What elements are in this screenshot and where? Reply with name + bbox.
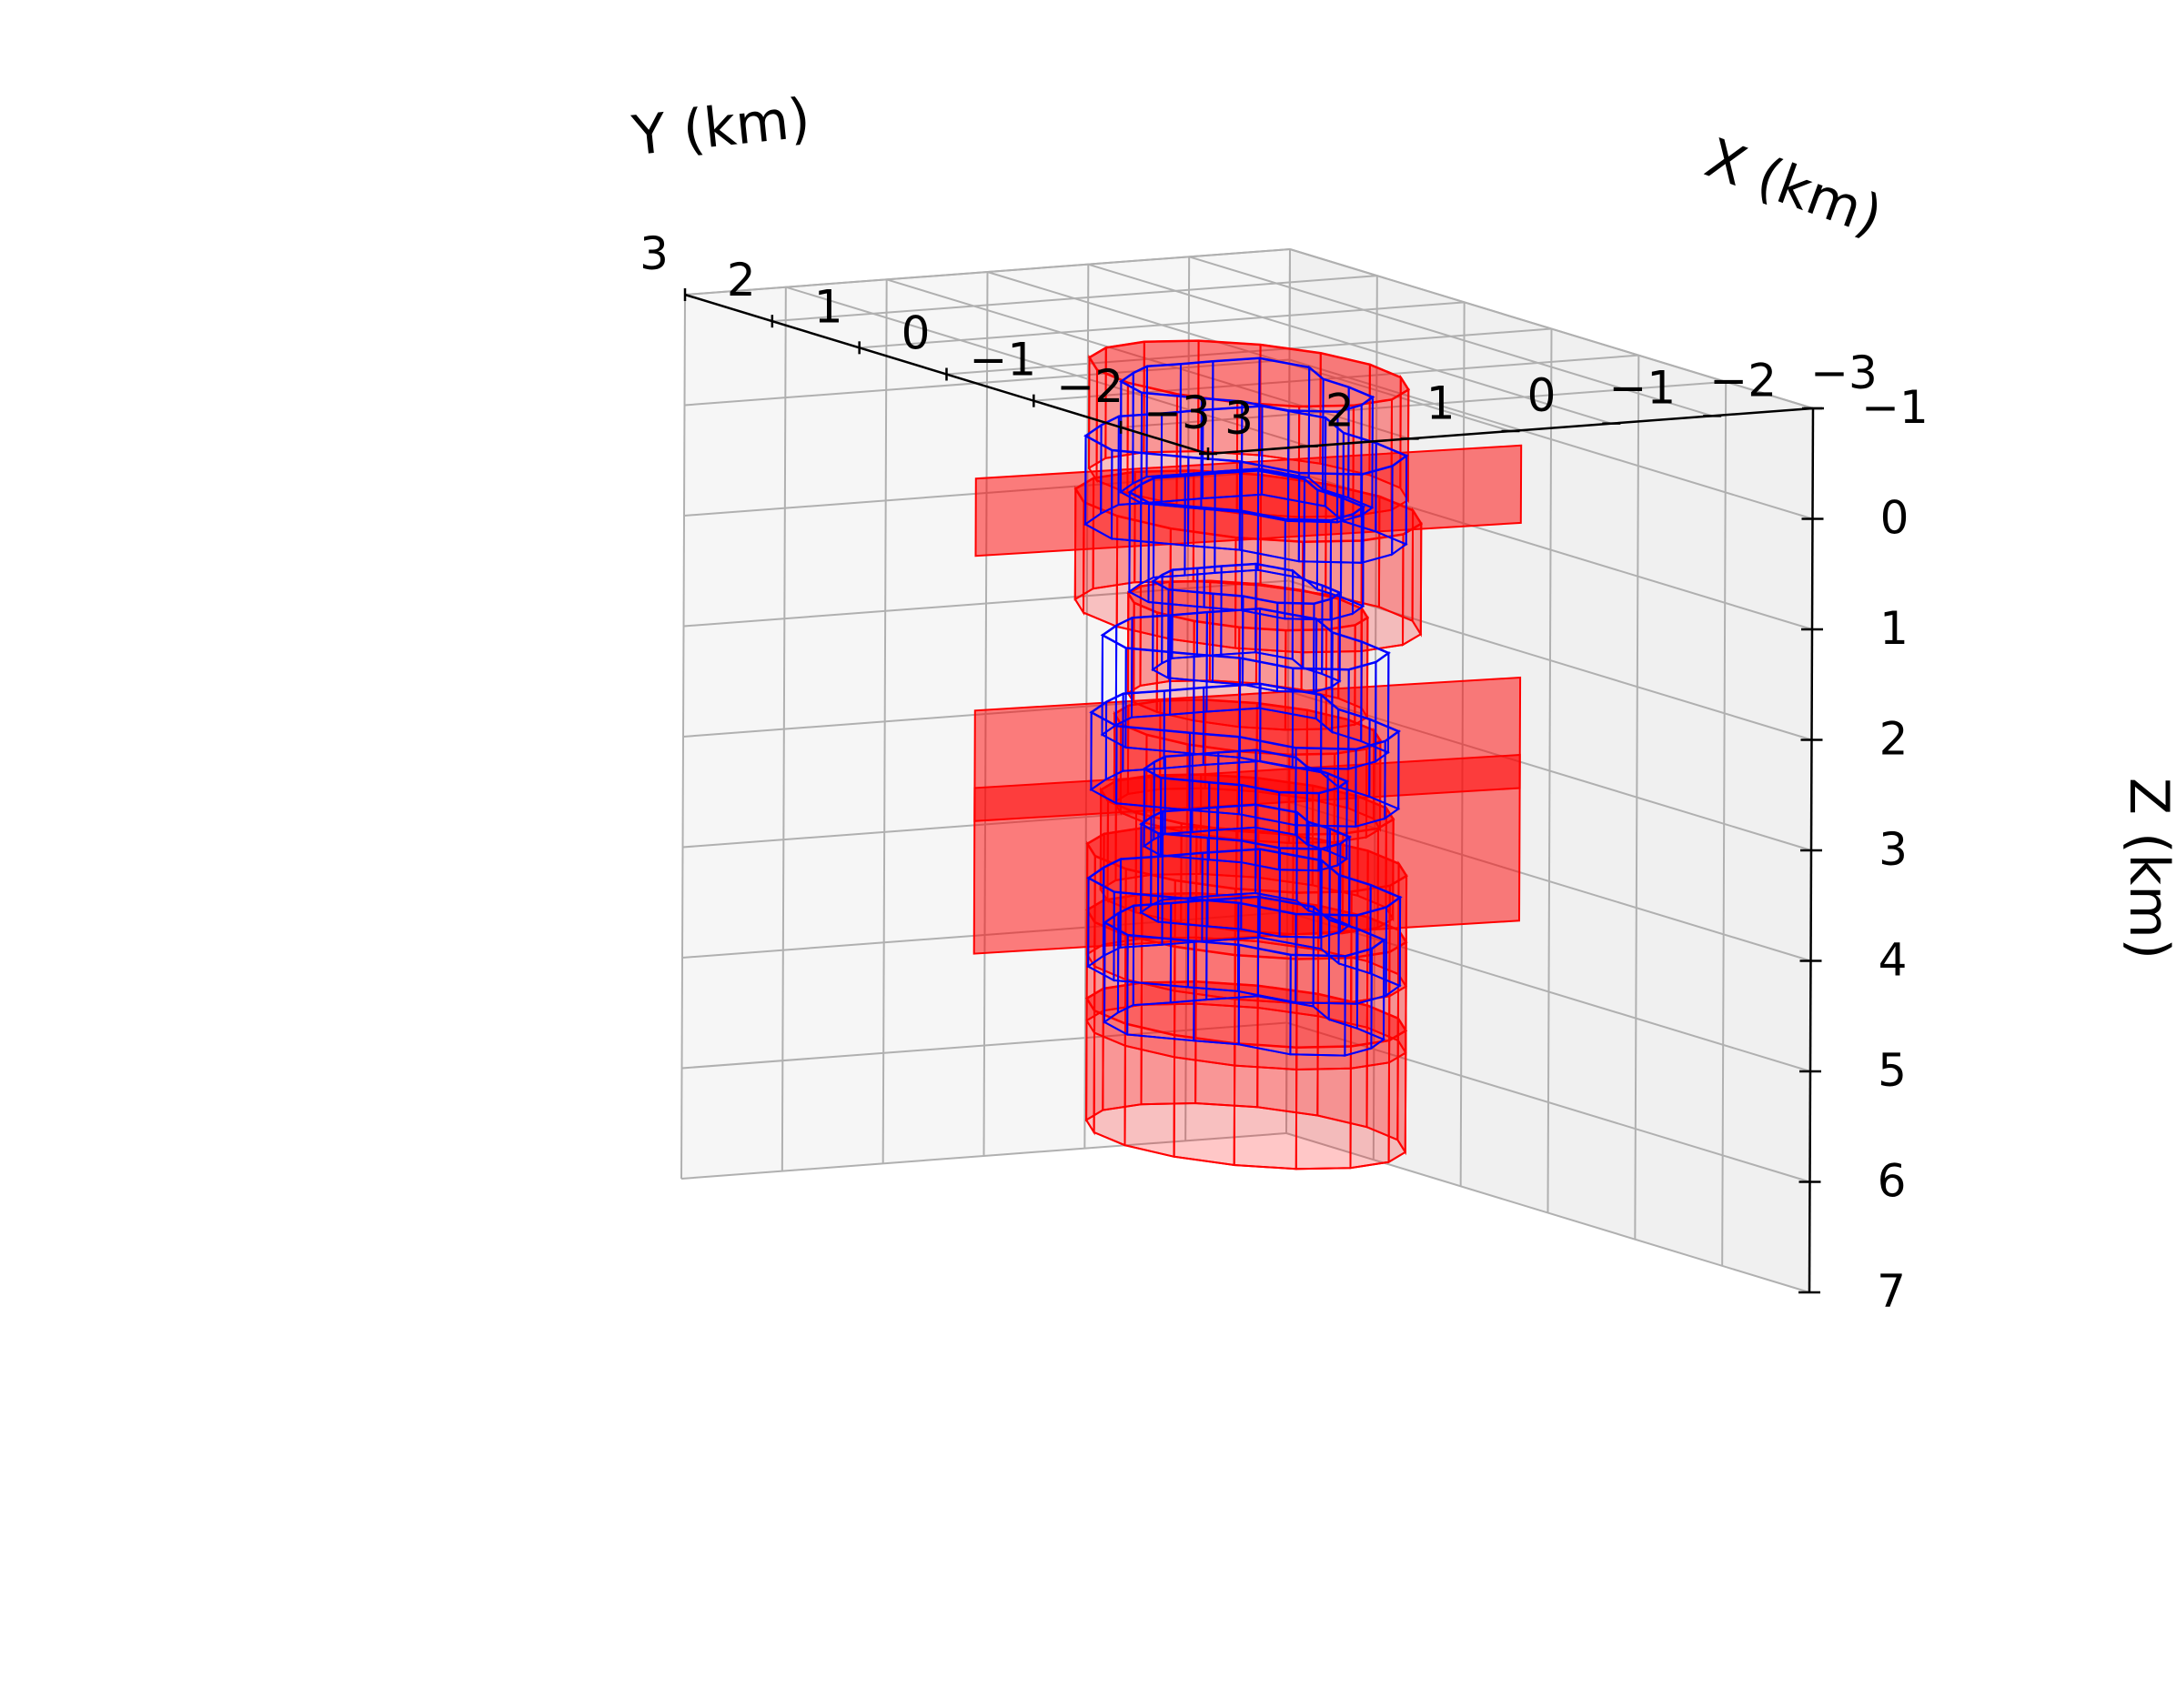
red-body [1085, 891, 1408, 1071]
bottom-face [1073, 579, 1423, 654]
top-face [1084, 980, 1408, 1049]
bottom-face [1083, 493, 1408, 564]
y-tick-label: 1 [814, 280, 843, 333]
side-face [1295, 1045, 1353, 1170]
red-body [972, 753, 1521, 955]
x-tick-label: 2 [1325, 385, 1355, 437]
axis-lines [683, 288, 1824, 1294]
z-tick-label: 4 [1879, 934, 1908, 987]
grid-line-z-right [1285, 1132, 1810, 1293]
x-axis-title: X (km) [1697, 126, 1890, 248]
x-tick-label: 0 [1527, 369, 1556, 422]
x-tick-label: 1 [1426, 377, 1456, 429]
y-tick-label: −3 [1143, 387, 1211, 439]
bottom-face [1139, 891, 1352, 939]
z-tick-label: 5 [1878, 1044, 1907, 1097]
bottom-face [1119, 467, 1375, 524]
bottom-face [1103, 995, 1386, 1057]
top-face [1083, 405, 1409, 476]
top-face [1127, 469, 1366, 522]
grid-line-z-right [1286, 911, 1811, 1072]
y-tick-label: 2 [727, 254, 756, 306]
x-tick-label: −2 [1709, 354, 1777, 407]
grid-line-z-right [1289, 248, 1814, 409]
top-face [1142, 749, 1350, 795]
z-tick-label: −1 [1861, 381, 1929, 434]
side-face [1349, 1039, 1391, 1170]
grid-line-y-top [946, 327, 1552, 376]
blue-body [1083, 405, 1409, 565]
grid-line-y-top [1033, 354, 1639, 402]
y-tick-label: 0 [902, 307, 931, 360]
z-tick-label: 6 [1878, 1155, 1907, 1208]
grid-line-z-left [681, 1021, 1287, 1070]
top-face [1139, 803, 1353, 850]
slab-face [972, 753, 1521, 955]
z-tick-label: 3 [1879, 823, 1908, 876]
z-tick-label: 2 [1879, 713, 1909, 766]
z-tick-label: 1 [1879, 602, 1909, 655]
data-bodies [972, 339, 1523, 1170]
blue-body [1127, 469, 1366, 621]
top-face [1100, 608, 1391, 671]
grid-line-z-left [684, 358, 1290, 407]
top-face [1151, 562, 1343, 605]
y-axis-title: Y (km) [629, 86, 813, 168]
grid-line-y-top [771, 275, 1377, 323]
grid-line-z-right [1288, 579, 1812, 741]
grid-line-z-left [683, 579, 1289, 628]
side-face [1123, 1022, 1176, 1159]
top-face [1089, 682, 1402, 751]
blue-body [1103, 895, 1386, 1057]
z-tick-label: 7 [1877, 1265, 1906, 1318]
grid-line-z-right [1289, 358, 1813, 520]
y-tick-label: −2 [1056, 360, 1123, 413]
grid-line-y-top [859, 301, 1465, 349]
x-tick-label: −1 [1608, 362, 1676, 415]
bottom-face [1127, 568, 1365, 621]
x-tick-label: −3 [1810, 347, 1878, 399]
top-face [1085, 891, 1408, 960]
side-face [1173, 1033, 1236, 1167]
side-face [1387, 1029, 1407, 1164]
grid-line-z-left [684, 248, 1291, 296]
top-face [1086, 848, 1403, 917]
bottom-face [1084, 1101, 1407, 1170]
grid-line-y-top [1121, 380, 1727, 428]
top-face [1087, 339, 1411, 408]
grid-line-z-left [680, 1132, 1287, 1180]
bottom-face [1099, 872, 1395, 936]
y-tick-label: 3 [640, 227, 669, 280]
top-face [1103, 895, 1386, 958]
red-body [1084, 980, 1408, 1170]
y-tick-label: −1 [969, 334, 1036, 387]
grid-line-z-right [1286, 1021, 1810, 1183]
bottom-face [1142, 826, 1349, 872]
x-tick-label: 3 [1224, 392, 1254, 445]
z-axis-title: Z (km) [2117, 778, 2176, 959]
blue-body [1139, 803, 1353, 939]
z-tick-label: 0 [1880, 492, 1909, 545]
